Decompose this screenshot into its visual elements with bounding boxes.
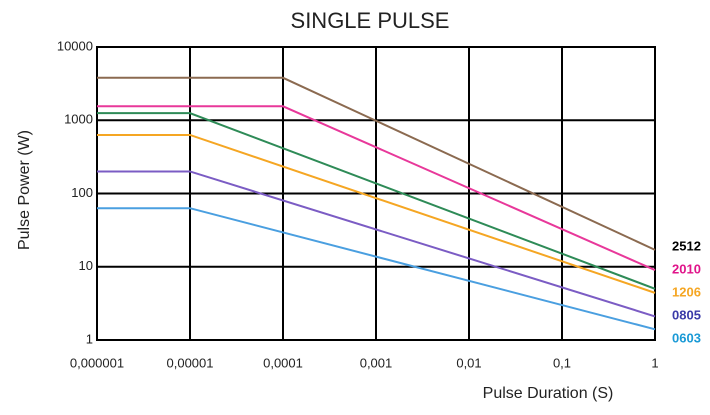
series-line: [97, 105, 656, 272]
legend-label: 2010: [672, 261, 701, 276]
x-tick-label: 0,001: [360, 355, 393, 370]
y-axis-label: Pulse Power (W): [16, 130, 33, 250]
y-tick-label: 10000: [57, 38, 93, 53]
legend-label: 0805: [672, 307, 701, 322]
legend-label: 0603: [672, 330, 701, 345]
chart-title: SINGLE PULSE: [291, 8, 450, 33]
series-line: [97, 207, 656, 331]
legend-label: 2512: [672, 238, 701, 253]
x-tick-label: 0,000001: [70, 355, 124, 370]
series-line: [97, 133, 656, 294]
series-line: [97, 112, 656, 290]
x-tick-label: 1: [651, 355, 658, 370]
series-line: [97, 170, 656, 318]
x-tick-label: 0,1: [553, 355, 571, 370]
x-axis-label: Pulse Duration (S): [483, 385, 614, 402]
series-line: [97, 76, 656, 251]
x-tick-label: 0,01: [456, 355, 481, 370]
y-tick-label: 10: [79, 258, 93, 273]
x-tick-label: 0,0001: [263, 355, 303, 370]
y-tick-label: 1000: [64, 112, 93, 127]
y-tick-label: 100: [71, 185, 93, 200]
x-tick-label: 0,00001: [167, 355, 214, 370]
legend-label: 1206: [672, 284, 701, 299]
y-tick-label: 1: [86, 331, 93, 346]
